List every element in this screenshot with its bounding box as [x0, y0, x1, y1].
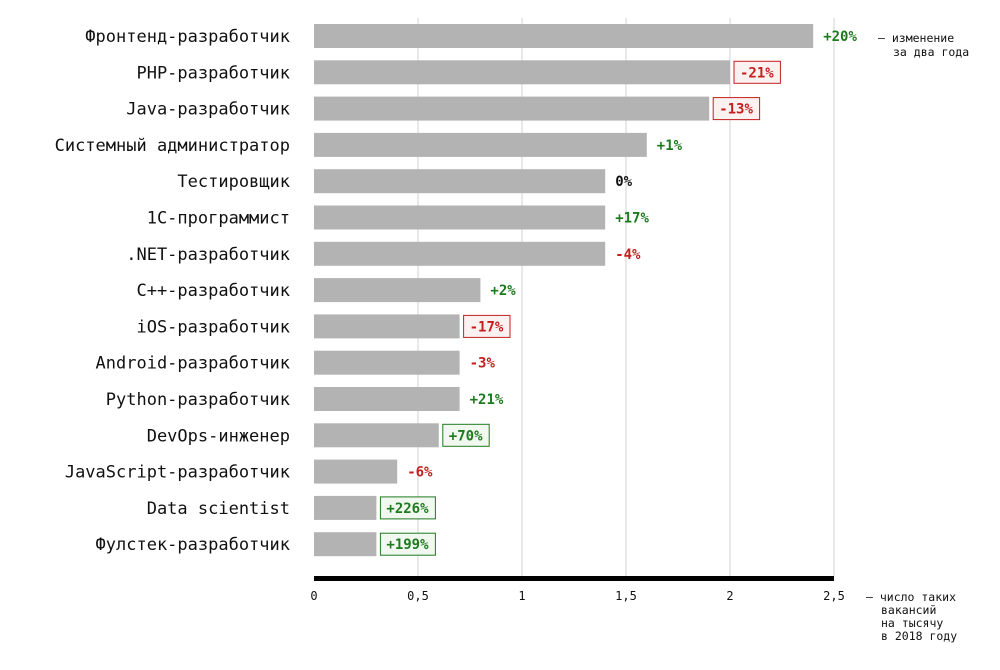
- bar: [314, 459, 398, 484]
- category-label: Фронтенд-разработчик: [85, 27, 290, 47]
- change-label: +1%: [657, 138, 683, 154]
- x-axis-label-line-2: вакансий: [881, 603, 936, 617]
- bar: [314, 60, 730, 85]
- change-label: +21%: [470, 392, 504, 408]
- x-axis-label-line-1: – число таких: [866, 590, 956, 604]
- change-label: +70%: [449, 428, 483, 444]
- bars: [314, 24, 814, 557]
- category-label: C++-разработчик: [136, 281, 290, 301]
- change-label: -17%: [470, 319, 504, 335]
- bar: [314, 423, 439, 448]
- bar: [314, 241, 606, 266]
- bar: [314, 495, 377, 520]
- category-label: DevOps-инженер: [147, 426, 290, 446]
- x-axis-label-line-3: на тысячу: [881, 616, 943, 630]
- change-label: -6%: [407, 465, 433, 481]
- x-axis-line: [314, 576, 834, 581]
- category-label: Фулстек-разработчик: [96, 535, 290, 555]
- category-label: .NET-разработчик: [126, 245, 290, 265]
- change-box: [379, 496, 436, 520]
- change-label: +20%: [823, 29, 857, 45]
- category-label: Системный администратор: [55, 136, 290, 156]
- category-label: Тестировщик: [177, 172, 290, 192]
- change-box: [733, 60, 781, 84]
- change-label: +17%: [615, 211, 649, 227]
- change-box: [379, 532, 436, 556]
- bar: [314, 278, 481, 303]
- x-tick-label: 1: [518, 589, 525, 603]
- category-label: Python-разработчик: [106, 390, 290, 410]
- bar: [314, 387, 460, 411]
- change-box: [712, 97, 761, 121]
- category-label: 1C-программист: [147, 209, 290, 229]
- change-label: +2%: [490, 283, 516, 299]
- change-labels: +20% -21% -13% +1% 0% +17% -4% +2% -17% -3% +21% +7…: [379, 29, 857, 556]
- change-box: [463, 314, 511, 338]
- change-label: -3%: [470, 356, 496, 372]
- x-axis: 0 0,5 1 1,5 2 2,5: [310, 576, 845, 603]
- category-label: PHP-разработчик: [136, 63, 290, 83]
- x-tick-label: 2,5: [823, 589, 845, 603]
- category-label: iOS-разработчик: [136, 317, 290, 337]
- category-label: JavaScript-разработчик: [65, 463, 290, 483]
- category-label: Java-разработчик: [126, 100, 290, 120]
- x-tick-label: 1,5: [615, 589, 637, 603]
- change-note-line-2: за два года: [893, 45, 969, 59]
- change-label: -13%: [719, 102, 753, 118]
- category-label: Data scientist: [147, 499, 290, 519]
- category-labels: Фронтенд-разработчик PHP-разработчик Java-…: [55, 27, 290, 555]
- bar: [314, 532, 377, 557]
- bar: [314, 314, 460, 339]
- change-label: +199%: [386, 537, 429, 553]
- change-note-line-1: – изменение: [878, 31, 954, 45]
- bar: [314, 169, 606, 194]
- change-label: 0%: [615, 174, 632, 190]
- change-label: -21%: [740, 65, 774, 81]
- x-axis-label-line-4: в 2018 году: [881, 629, 957, 643]
- bar: [314, 350, 460, 375]
- change-label: +226%: [386, 501, 429, 517]
- x-tick-label: 2: [726, 589, 733, 603]
- bar: [314, 24, 814, 48]
- x-tick-label: 0,5: [407, 589, 429, 603]
- bar: [314, 205, 606, 230]
- bar: [314, 132, 647, 157]
- bar: [314, 96, 710, 121]
- change-box: [442, 423, 490, 447]
- x-tick-label: 0: [310, 589, 317, 603]
- category-label: Android-разработчик: [96, 354, 290, 374]
- change-label: -4%: [615, 247, 641, 263]
